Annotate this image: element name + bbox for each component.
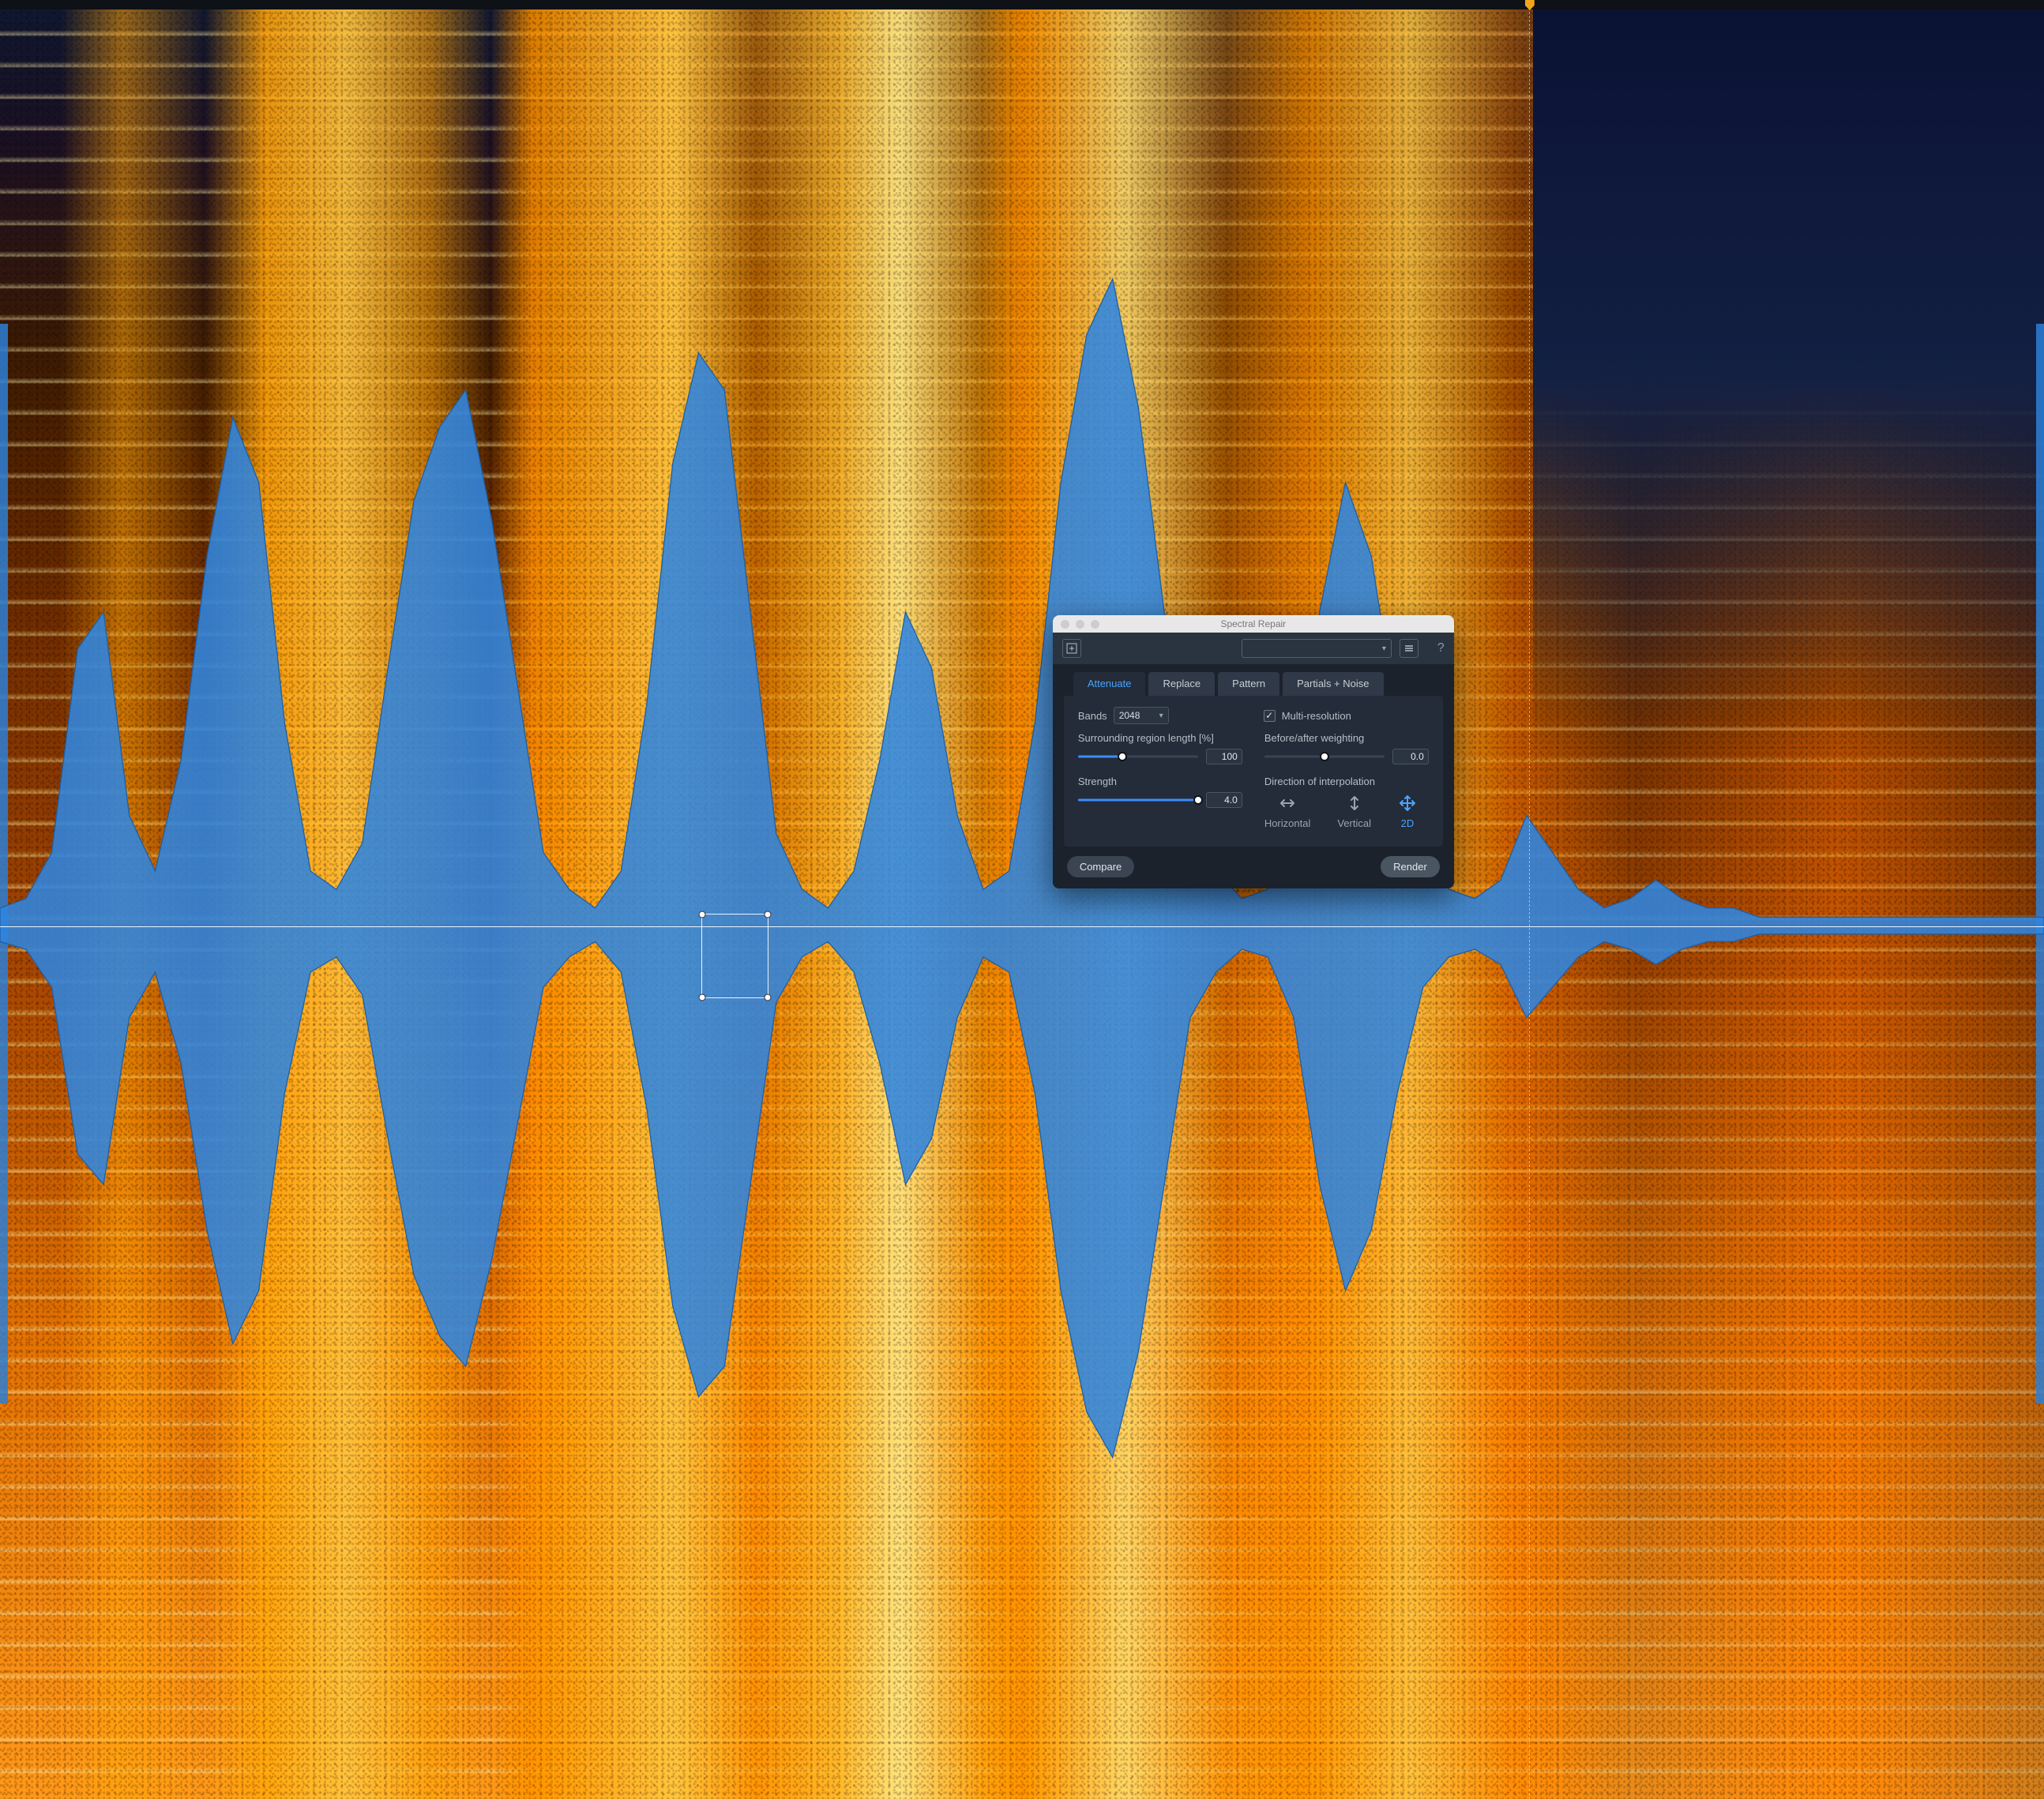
- tab-pattern[interactable]: Pattern: [1218, 672, 1279, 696]
- direction-horizontal[interactable]: Horizontal: [1264, 794, 1311, 829]
- multi-resolution-checkbox[interactable]: ✓: [1264, 710, 1276, 722]
- dialog-footer: Compare Render: [1053, 847, 1454, 888]
- surrounding-label: Surrounding region length [%]: [1078, 732, 1242, 744]
- multi-resolution-label: Multi-resolution: [1282, 710, 1351, 722]
- direction-vertical[interactable]: Vertical: [1337, 794, 1371, 829]
- window-zoom[interactable]: [1091, 620, 1099, 629]
- weighting-slider[interactable]: [1264, 751, 1385, 762]
- app-topbar: [0, 0, 2044, 9]
- attenuate-panel: Bands 2048 ▾ ✓ Multi-resolution Surround…: [1064, 696, 1443, 847]
- selection-handle-tr[interactable]: [765, 911, 772, 918]
- dialog-titlebar[interactable]: Spectral Repair: [1053, 615, 1454, 633]
- bands-label: Bands: [1078, 710, 1107, 722]
- tab-attenuate[interactable]: Attenuate: [1073, 672, 1146, 696]
- chevron-down-icon: ▾: [1159, 712, 1163, 720]
- tab-replace[interactable]: Replace: [1148, 672, 1215, 696]
- arrows-icon: [1398, 794, 1417, 813]
- surrounding-slider[interactable]: [1078, 751, 1198, 762]
- direction-2d[interactable]: 2D: [1398, 794, 1417, 829]
- add-module-button[interactable]: [1062, 639, 1081, 658]
- dialog-title: Spectral Repair: [1053, 618, 1454, 629]
- spectrogram-view[interactable]: [0, 0, 2044, 1799]
- chevron-down-icon: ▾: [1382, 644, 1386, 653]
- multi-resolution-row[interactable]: ✓ Multi-resolution: [1264, 710, 1351, 722]
- preset-menu-button[interactable]: [1400, 639, 1418, 658]
- direction-label: Direction of interpolation: [1264, 776, 1429, 787]
- weighting-value[interactable]: 0.0: [1392, 749, 1429, 764]
- arrows-icon: [1345, 794, 1364, 813]
- window-minimize[interactable]: [1076, 620, 1084, 629]
- bands-select[interactable]: 2048 ▾: [1114, 707, 1169, 724]
- selection-handle-bl[interactable]: [698, 994, 705, 1001]
- bands-value: 2048: [1119, 710, 1140, 721]
- selection-handle-tl[interactable]: [698, 911, 705, 918]
- preset-dropdown[interactable]: ▾: [1242, 639, 1392, 658]
- render-button[interactable]: Render: [1381, 856, 1440, 877]
- mode-tabs: AttenuateReplacePatternPartials + Noise: [1053, 664, 1454, 696]
- window-controls[interactable]: [1053, 620, 1099, 629]
- strength-label: Strength: [1078, 776, 1242, 787]
- waveform-edge-left: [0, 324, 8, 1403]
- arrows-icon: [1278, 794, 1297, 813]
- strength-slider[interactable]: [1078, 794, 1198, 806]
- plus-box-icon: [1066, 643, 1077, 654]
- window-close[interactable]: [1061, 620, 1069, 629]
- selection-handle-br[interactable]: [765, 994, 772, 1001]
- waveform-edge-right: [2036, 324, 2044, 1403]
- tab-partials-noise[interactable]: Partials + Noise: [1283, 672, 1383, 696]
- dialog-toolbar: ▾ ?: [1053, 633, 1454, 664]
- weighting-label: Before/after weighting: [1264, 732, 1429, 744]
- amplitude-center-line: [0, 926, 2044, 927]
- playhead-marker[interactable]: [1529, 0, 1530, 1799]
- surrounding-value[interactable]: 100: [1206, 749, 1242, 764]
- help-button[interactable]: ?: [1437, 641, 1445, 655]
- selection-rect[interactable]: [701, 914, 768, 998]
- spectral-repair-dialog[interactable]: Spectral Repair ▾ ? AttenuateReplacePatt…: [1053, 615, 1454, 888]
- strength-value[interactable]: 4.0: [1206, 792, 1242, 808]
- compare-button[interactable]: Compare: [1067, 856, 1134, 877]
- menu-icon: [1403, 643, 1415, 654]
